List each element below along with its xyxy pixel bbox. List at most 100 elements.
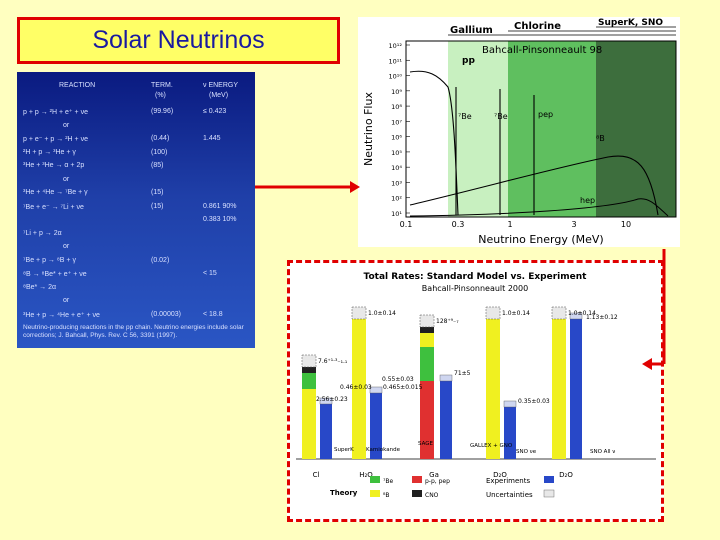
table-row: ⁸B → ⁸Be* + e⁺ + νe < 15 — [23, 270, 217, 278]
experiment-uncertainty — [439, 374, 453, 382]
term-cell: (85) — [151, 162, 164, 169]
theory-value: 1.0±0.14 — [502, 310, 530, 317]
theory-uncertainty — [485, 306, 501, 320]
table-row: ⁷Be + e⁻ → ⁷Li + νe (15) 0.861 90% — [23, 203, 236, 211]
experiment-label: SAGE — [418, 441, 434, 447]
legend-item: p-p, pep — [425, 478, 450, 485]
reaction-cell: ⁷Be + e⁻ → ⁷Li + νe — [23, 203, 84, 211]
reaction-cell: p + p → ²H + e⁺ + νe — [23, 109, 88, 116]
annotation: 0.55±0.03 — [382, 376, 414, 383]
x-tick-label: 0.3 — [452, 220, 465, 229]
y-tick-label: 10⁴ — [391, 164, 402, 172]
exp-value: 2.56±0.23 — [316, 396, 348, 403]
exp-value: 1.13±0.12 — [586, 314, 618, 321]
x-axis-label: Neutrino Energy (MeV) — [478, 233, 603, 246]
hep-curve — [409, 198, 669, 217]
group-label: Cl — [313, 471, 320, 479]
theory-bar-segment — [352, 319, 366, 459]
experiment-uncertainty — [503, 400, 517, 408]
experiment-bar — [504, 407, 516, 459]
y-tick-label: 10¹⁰ — [389, 73, 403, 81]
table-row: or — [23, 297, 69, 304]
chlorine-label: Chlorine — [514, 21, 561, 32]
legend-swatch — [412, 490, 422, 497]
be7-label-2: ⁷Be — [494, 112, 508, 121]
exp-value: 0.35±0.03 — [518, 398, 550, 405]
header-term: TERM. — [151, 82, 173, 89]
y-tick-label: 10¹¹ — [389, 57, 403, 65]
annotation: 0.46±0.03 — [340, 384, 372, 391]
reaction-cell: or — [63, 175, 70, 183]
legend-item: ⁸B — [383, 492, 390, 499]
term-cell: (100) — [151, 148, 168, 156]
energy-cell: 0.861 90% — [203, 202, 237, 210]
legend-exp-swatch — [544, 476, 554, 483]
arrow-table-to-flux — [255, 181, 360, 193]
theory-uncertainty — [551, 306, 567, 320]
theory-bar-segment — [486, 319, 500, 459]
plot-frame — [405, 40, 677, 218]
theory-bar-segment — [420, 411, 434, 459]
legend-item: ⁷Be — [383, 478, 394, 485]
table-row: ⁷Be + p → ⁸B + γ (0.02) — [23, 257, 169, 264]
energy-cell: ≤ 0.423 — [203, 108, 227, 115]
term-cell: (15) — [151, 202, 164, 210]
y-tick-label: 10⁹ — [391, 88, 402, 96]
x-tick-label: 0.1 — [400, 220, 413, 229]
y-tick-label: 10¹² — [389, 42, 403, 50]
experiment-bar — [440, 381, 452, 459]
be7-label-1: ⁷Be — [458, 112, 472, 121]
reaction-cell: ⁸B → ⁸Be* + e⁺ + νe — [23, 271, 87, 278]
table-row: ²H + p → ³He + γ (100) — [23, 148, 167, 156]
table-row: ⁸Be* → 2α — [23, 284, 56, 291]
experiment-label: GALLEX + GNO — [470, 443, 513, 449]
y-tick-label: 10⁶ — [391, 134, 402, 142]
theory-bar-segment — [302, 367, 316, 373]
reaction-cell: ²H + p → ³He + γ — [23, 148, 76, 156]
energy-cell: 1.445 — [203, 135, 221, 142]
experiment-bar — [370, 393, 382, 459]
reaction-cell: ⁸Be* → 2α — [23, 283, 57, 291]
term-cell: (0.02) — [151, 256, 170, 264]
experiment-label: SNO νe — [516, 449, 537, 455]
theory-uncertainty — [351, 306, 367, 320]
reaction-cell: or — [63, 121, 70, 129]
table-row: ³He + ³He → α + 2p (85) — [23, 162, 163, 169]
reaction-cell: or — [63, 297, 70, 304]
experiment-uncertainty — [319, 397, 333, 405]
reaction-cell: ³He + ⁴He → ⁷Be + γ — [23, 189, 88, 196]
table-row: or — [23, 122, 69, 129]
hep-label: hep — [580, 196, 595, 205]
superk-band — [596, 41, 676, 217]
model-label: Bahcall-Pinsonneault 98 — [482, 45, 602, 56]
pep-label: pep — [538, 110, 553, 119]
reaction-cell: p + e⁻ + p → ²H + νe — [23, 136, 88, 143]
experiment-label: SNO All ν — [590, 449, 615, 455]
theory-bar-segment — [420, 347, 434, 381]
table-row: or — [23, 243, 69, 250]
y-tick-label: 10³ — [391, 179, 402, 187]
experiment-label: Kamiokande — [366, 447, 401, 453]
legend-theory: Theory — [330, 489, 358, 497]
y-tick-label: 10⁷ — [391, 118, 402, 126]
exp-value: 0.465±0.015 — [383, 384, 423, 391]
legend-uncertainties: Uncertainties — [486, 491, 533, 499]
superk-label: SuperK, SNO — [598, 18, 663, 28]
legend-swatch — [370, 476, 380, 483]
gallium-label: Gallium — [450, 25, 493, 36]
table-row: or — [23, 176, 69, 183]
term-cell: (0.00003) — [151, 310, 181, 318]
table-row: ³He + p → ⁴He + e⁺ + νe (0.00003) < 18.8 — [23, 311, 223, 319]
theory-uncertainty — [419, 314, 435, 328]
group-label: H₂O — [359, 471, 373, 479]
theory-value: 1.0±0.14 — [368, 310, 396, 317]
legend-unc-swatch — [543, 489, 555, 498]
group-label: Ga — [429, 471, 439, 479]
theory-uncertainty — [301, 354, 317, 368]
energy-cell: < 15 — [203, 270, 217, 277]
reaction-table: REACTION TERM. ν ENERGY (%) (MeV) p + p … — [17, 72, 255, 348]
theory-bar-segment — [420, 381, 434, 411]
y-tick-label: 10² — [391, 195, 402, 203]
theory-value: 128⁺⁹₋₇ — [436, 318, 459, 325]
x-tick-label: 3 — [571, 220, 576, 229]
